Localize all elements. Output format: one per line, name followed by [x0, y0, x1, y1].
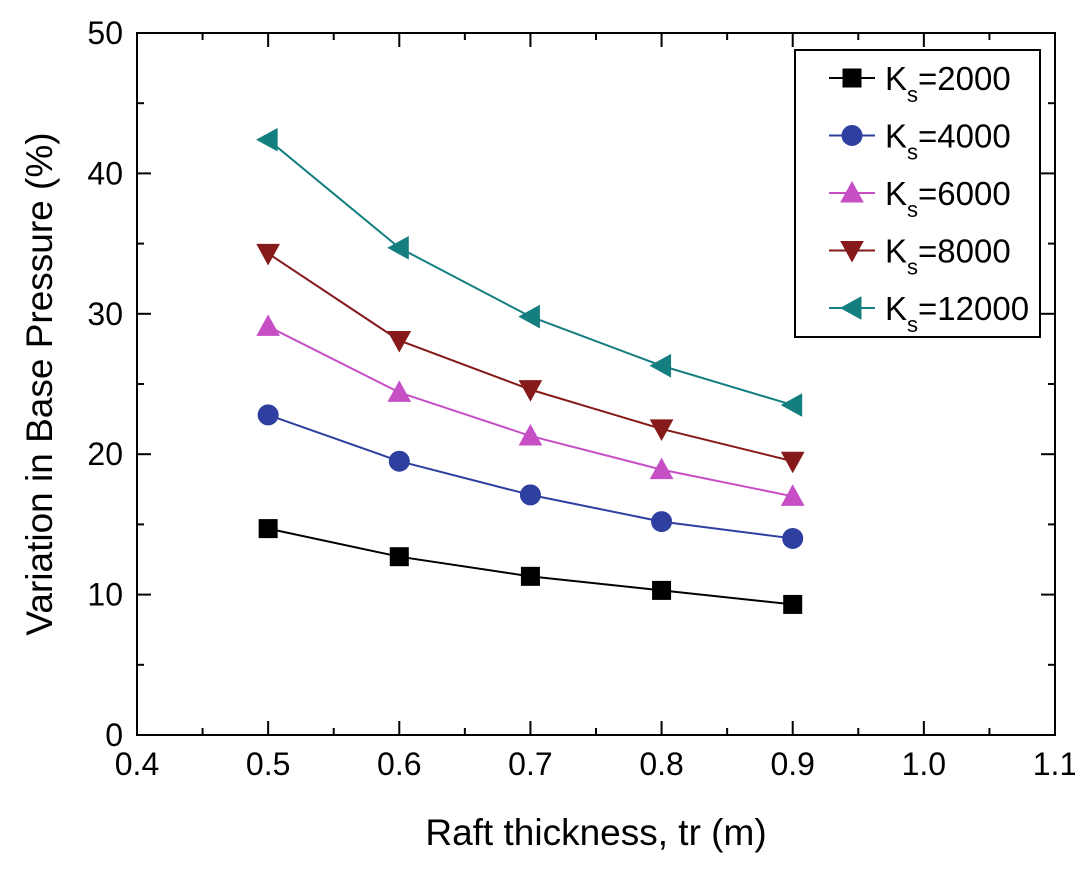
x-tick-label: 1.1: [1033, 746, 1075, 782]
y-tick-label: 0: [105, 717, 123, 753]
marker: [387, 380, 412, 402]
marker: [840, 180, 864, 203]
marker: [388, 450, 410, 472]
legend-label: Ks=2000: [885, 60, 1011, 107]
legend-label: Ks=4000: [885, 118, 1011, 165]
marker: [841, 125, 863, 146]
marker: [780, 393, 803, 417]
marker: [839, 296, 862, 320]
marker: [518, 423, 543, 446]
marker: [387, 235, 409, 260]
marker: [389, 547, 409, 567]
marker: [783, 594, 803, 614]
legend-label: Ks=8000: [885, 233, 1011, 280]
marker: [518, 304, 540, 329]
marker: [649, 353, 672, 378]
marker: [520, 566, 540, 586]
marker: [782, 527, 804, 549]
marker: [258, 519, 278, 539]
series-line: [267, 527, 793, 606]
x-tick-label: 1.0: [902, 746, 946, 782]
x-tick-label: 0.5: [246, 746, 290, 782]
y-tick-label: 20: [87, 436, 123, 472]
x-tick-label: 0.7: [508, 746, 552, 782]
x-axis-label: Raft thickness, tr (m): [425, 812, 766, 853]
x-tick-label: 0.9: [770, 746, 814, 782]
marker: [652, 580, 672, 600]
marker: [256, 127, 278, 152]
marker: [840, 241, 864, 263]
marker: [842, 68, 862, 88]
marker: [651, 511, 673, 533]
marker: [518, 380, 543, 402]
legend-label: Ks=12000: [885, 290, 1029, 337]
x-tick-label: 0.4: [115, 746, 159, 782]
y-tick-label: 10: [87, 577, 123, 613]
series-line: [267, 325, 793, 498]
y-tick-label: 40: [87, 155, 123, 191]
y-tick-label: 50: [87, 15, 123, 51]
x-tick-label: 0.6: [377, 746, 421, 782]
marker: [649, 457, 674, 480]
marker: [780, 451, 805, 474]
marker: [387, 330, 412, 353]
y-axis-label: Variation in Base Pressure (%): [19, 132, 60, 635]
marker: [256, 243, 280, 266]
y-tick-label: 30: [87, 296, 123, 332]
legend-label: Ks=6000: [885, 175, 1011, 222]
x-tick-label: 0.8: [639, 746, 683, 782]
marker: [649, 419, 674, 441]
marker: [257, 404, 279, 426]
marker: [256, 314, 280, 336]
marker: [780, 484, 805, 506]
marker: [519, 484, 541, 506]
